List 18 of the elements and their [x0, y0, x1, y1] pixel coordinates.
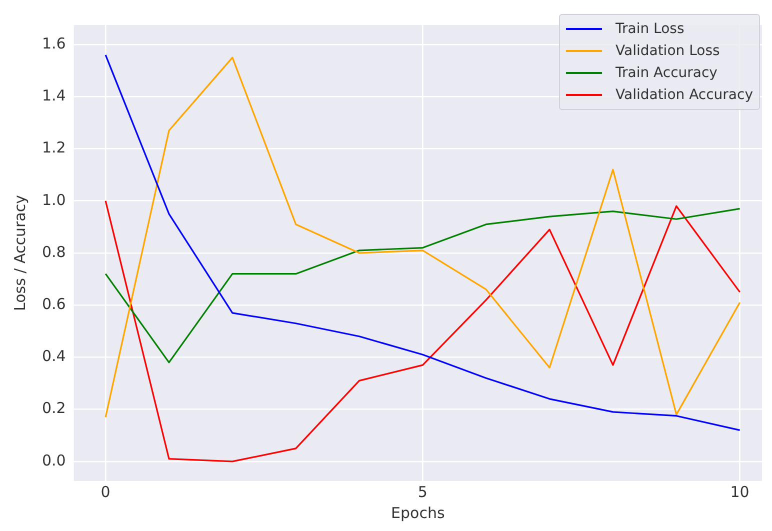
legend-label: Validation Loss — [616, 42, 720, 61]
y-tick-label: 0.2 — [42, 399, 66, 418]
y-tick-label: 1.2 — [42, 138, 66, 157]
y-tick-label: 0.8 — [42, 242, 66, 261]
y-tick-label: 1.0 — [42, 190, 66, 209]
y-tick-label: 1.6 — [42, 34, 66, 52]
legend-label: Train Accuracy — [616, 64, 718, 83]
y-tick-label: 1.4 — [42, 86, 66, 105]
y-tick-label: 0.4 — [42, 347, 66, 366]
y-axis-title: Loss / Accuracy — [10, 194, 29, 311]
y-tick-label: 0.0 — [42, 451, 66, 470]
x-axis-title: Epochs — [391, 504, 445, 522]
x-tick-label: 10 — [730, 482, 750, 501]
legend-label: Validation Accuracy — [616, 86, 753, 105]
x-tick-label: 5 — [418, 482, 428, 501]
x-tick-label: 0 — [100, 482, 110, 501]
legend-label: Train Loss — [616, 20, 684, 39]
y-tick-label: 0.6 — [42, 295, 66, 314]
